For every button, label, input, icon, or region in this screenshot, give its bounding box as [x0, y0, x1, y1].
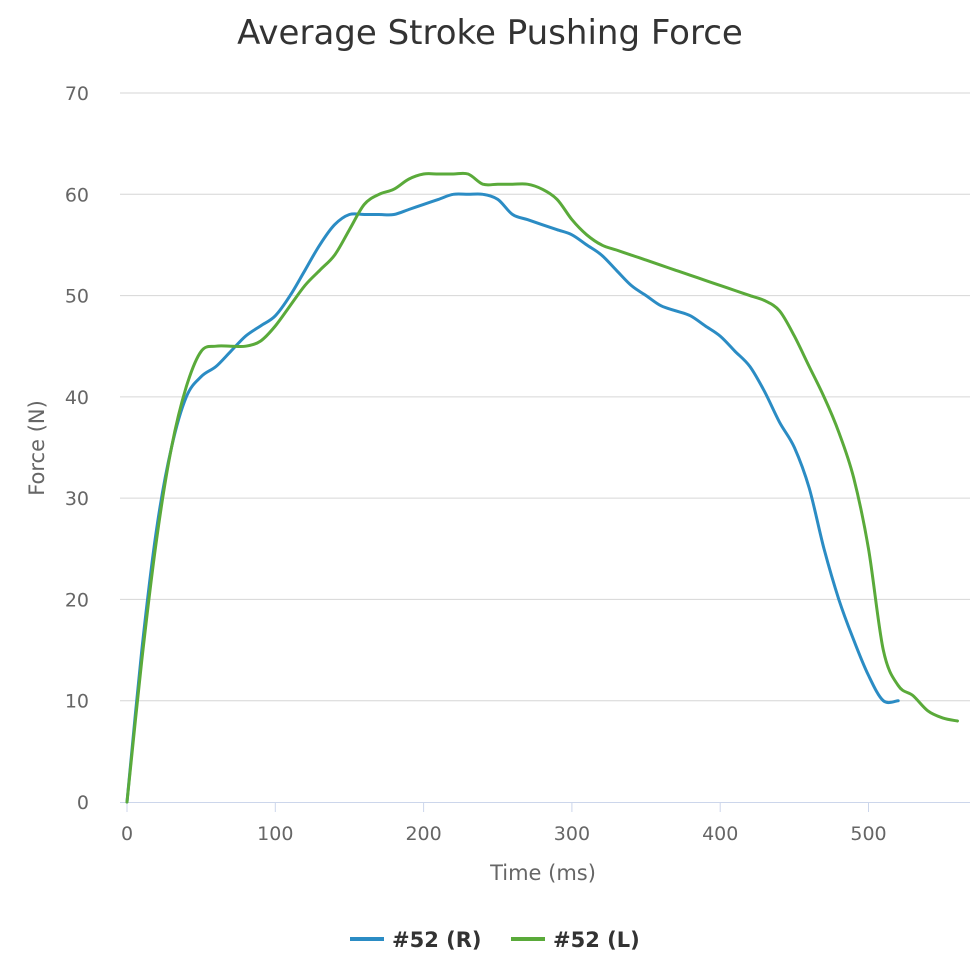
y-tick-label: 50 [65, 286, 89, 308]
x-tick-label: 500 [850, 823, 886, 845]
chart-title: Average Stroke Pushing Force [237, 13, 743, 53]
legend-label-right: #52 (R) [392, 928, 482, 952]
y-tick-label: 40 [65, 387, 89, 409]
x-tick-label: 100 [257, 823, 293, 845]
legend-item-right[interactable]: #52 (R) [350, 928, 482, 952]
legend-label-left: #52 (L) [553, 928, 640, 952]
y-axis-label: Force (N) [25, 400, 49, 496]
y-tick-label: 30 [65, 488, 89, 510]
y-tick-label: 10 [65, 691, 89, 713]
legend-item-left[interactable]: #52 (L) [511, 928, 640, 952]
y-axis-ticks: 0 10 20 30 40 50 60 70 [65, 83, 89, 814]
x-tick-label: 400 [702, 823, 738, 845]
y-tick-label: 20 [65, 589, 89, 611]
y-tick-label: 0 [77, 792, 89, 814]
x-tick-label: 300 [554, 823, 590, 845]
grid-lines [120, 92, 970, 702]
legend: #52 (R) #52 (L) [350, 928, 640, 952]
y-tick-label: 70 [65, 83, 89, 105]
x-axis-label: Time (ms) [489, 861, 596, 885]
x-tick-label: 200 [405, 823, 441, 845]
series-line-left[interactable] [125, 171, 959, 804]
series-lines [125, 171, 959, 804]
x-tick-label: 0 [121, 823, 133, 845]
y-tick-label: 60 [65, 184, 89, 206]
series-line-right[interactable] [125, 192, 900, 804]
x-axis-ticks: 0 100 200 300 400 500 [121, 802, 887, 845]
